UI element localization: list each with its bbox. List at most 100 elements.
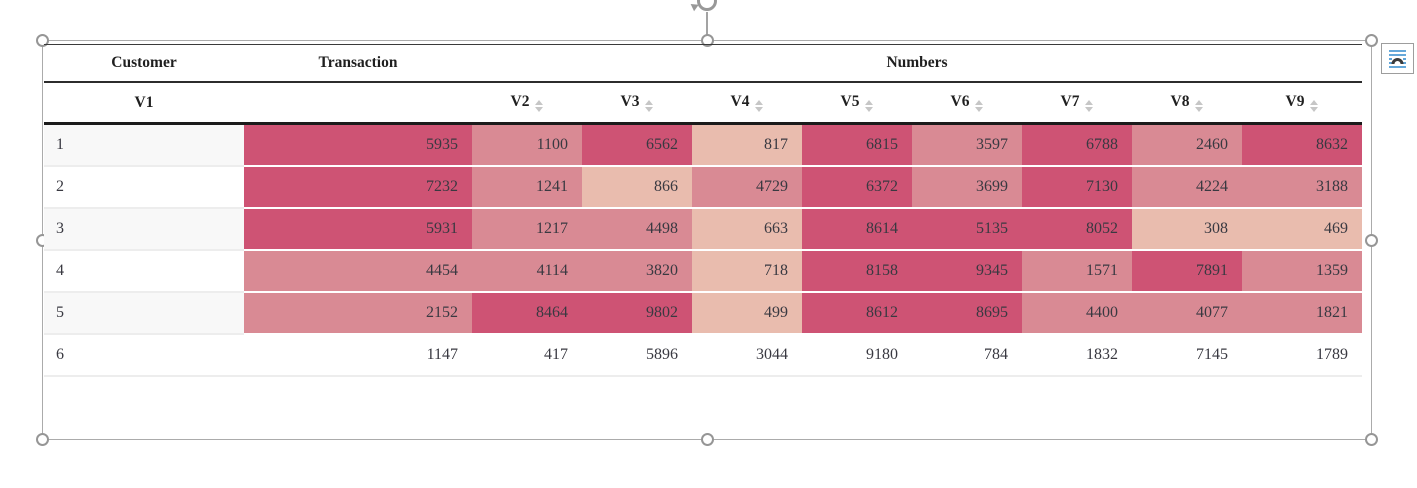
value-cell: 3820 [582, 251, 692, 293]
column-header-v9[interactable]: V9 [1242, 83, 1363, 125]
table-row: 6 1147 417 5896 3044 9180 784 1832 7145 1789 [44, 335, 1363, 377]
column-label: V3 [620, 93, 640, 110]
table-row: 1 5935 1100 6562 817 6815 3597 6788 2460 8632 [44, 125, 1363, 167]
value-cell: 1832 [1022, 335, 1132, 377]
sort-icon[interactable] [535, 100, 544, 112]
value-cell: 5935 [244, 125, 472, 167]
column-header-blank [244, 83, 472, 125]
value-cell: 8464 [472, 293, 582, 335]
value-cell: 3597 [912, 125, 1022, 167]
row-id-cell: 1 [44, 125, 244, 167]
value-cell: 4224 [1132, 167, 1242, 209]
value-cell: 4077 [1132, 293, 1242, 335]
sort-icon[interactable] [1195, 100, 1204, 112]
column-header-row: V1 V2 V3 V4 V5 [44, 83, 1363, 125]
table-row: 5 2152 8464 9802 499 8612 8695 4400 4077 1821 [44, 293, 1363, 335]
value-cell: 8632 [1242, 125, 1363, 167]
sort-icon[interactable] [1085, 100, 1094, 112]
column-header-v4[interactable]: V4 [692, 83, 802, 125]
value-cell: 1100 [472, 125, 582, 167]
column-label: V9 [1285, 93, 1305, 110]
value-cell: 5135 [912, 209, 1022, 251]
column-header-v8[interactable]: V8 [1132, 83, 1242, 125]
resize-handle-bottom-left[interactable] [36, 433, 49, 446]
value-cell: 499 [692, 293, 802, 335]
value-cell: 2460 [1132, 125, 1242, 167]
table-row: 2 7232 1241 866 4729 6372 3699 7130 4224 3188 [44, 167, 1363, 209]
value-cell: 4114 [472, 251, 582, 293]
value-cell: 1217 [472, 209, 582, 251]
group-header-customer: Customer [44, 44, 244, 83]
column-header-v2[interactable]: V2 [472, 83, 582, 125]
column-label: V2 [510, 93, 530, 110]
value-cell: 1571 [1022, 251, 1132, 293]
value-cell: 308 [1132, 209, 1242, 251]
value-cell: 4498 [582, 209, 692, 251]
sort-icon[interactable] [865, 100, 874, 112]
heatmap-table: Customer Transaction Numbers V1 V2 V [44, 44, 1363, 377]
value-cell: 1241 [472, 167, 582, 209]
column-header-v6[interactable]: V6 [912, 83, 1022, 125]
value-cell: 817 [692, 125, 802, 167]
layout-options-button[interactable] [1381, 43, 1414, 74]
value-cell: 6372 [802, 167, 912, 209]
value-cell: 3188 [1242, 167, 1363, 209]
value-cell: 4729 [692, 167, 802, 209]
sort-icon[interactable] [1310, 100, 1319, 112]
value-cell: 8695 [912, 293, 1022, 335]
table-body: 1 5935 1100 6562 817 6815 3597 6788 2460 8632 2 723… [44, 125, 1363, 377]
row-id-cell: 2 [44, 167, 244, 209]
value-cell: 8614 [802, 209, 912, 251]
value-cell: 6815 [802, 125, 912, 167]
rotate-icon[interactable] [697, 0, 717, 11]
table-selection-box [36, 34, 1378, 446]
column-label: V6 [950, 93, 970, 110]
rotate-handle-stem [706, 12, 708, 40]
resize-handle-mid-right[interactable] [1365, 234, 1378, 247]
column-label: V5 [840, 93, 860, 110]
value-cell: 6562 [582, 125, 692, 167]
column-header-v3[interactable]: V3 [582, 83, 692, 125]
resize-handle-bottom-center[interactable] [701, 433, 714, 446]
group-header-numbers: Numbers [472, 44, 1363, 83]
value-cell: 1147 [244, 335, 472, 377]
value-cell: 784 [912, 335, 1022, 377]
row-id-cell: 6 [44, 335, 244, 377]
table-row: 4 4454 4114 3820 718 8158 9345 1571 7891 1359 [44, 251, 1363, 293]
value-cell: 718 [692, 251, 802, 293]
value-cell: 469 [1242, 209, 1363, 251]
sort-icon[interactable] [645, 100, 654, 112]
value-cell: 7232 [244, 167, 472, 209]
value-cell: 417 [472, 335, 582, 377]
value-cell: 9345 [912, 251, 1022, 293]
value-cell: 8158 [802, 251, 912, 293]
sort-icon[interactable] [755, 100, 764, 112]
row-id-cell: 3 [44, 209, 244, 251]
row-id-cell: 4 [44, 251, 244, 293]
value-cell: 9180 [802, 335, 912, 377]
column-label: V1 [134, 93, 154, 111]
value-cell: 2152 [244, 293, 472, 335]
resize-handle-bottom-right[interactable] [1365, 433, 1378, 446]
value-cell: 663 [692, 209, 802, 251]
column-header-v1: V1 [44, 83, 244, 125]
column-header-v7[interactable]: V7 [1022, 83, 1132, 125]
value-cell: 866 [582, 167, 692, 209]
column-label: V7 [1060, 93, 1080, 110]
table-row: 3 5931 1217 4498 663 8614 5135 8052 308 469 [44, 209, 1363, 251]
sort-icon[interactable] [975, 100, 984, 112]
value-cell: 7145 [1132, 335, 1242, 377]
value-cell: 6788 [1022, 125, 1132, 167]
value-cell: 9802 [582, 293, 692, 335]
column-label: V8 [1170, 93, 1190, 110]
column-header-v5[interactable]: V5 [802, 83, 912, 125]
value-cell: 1789 [1242, 335, 1363, 377]
value-cell: 4454 [244, 251, 472, 293]
resize-handle-top-left[interactable] [36, 34, 49, 47]
value-cell: 3044 [692, 335, 802, 377]
value-cell: 3699 [912, 167, 1022, 209]
resize-handle-top-center[interactable] [701, 34, 714, 47]
value-cell: 7891 [1132, 251, 1242, 293]
resize-handle-top-right[interactable] [1365, 34, 1378, 47]
